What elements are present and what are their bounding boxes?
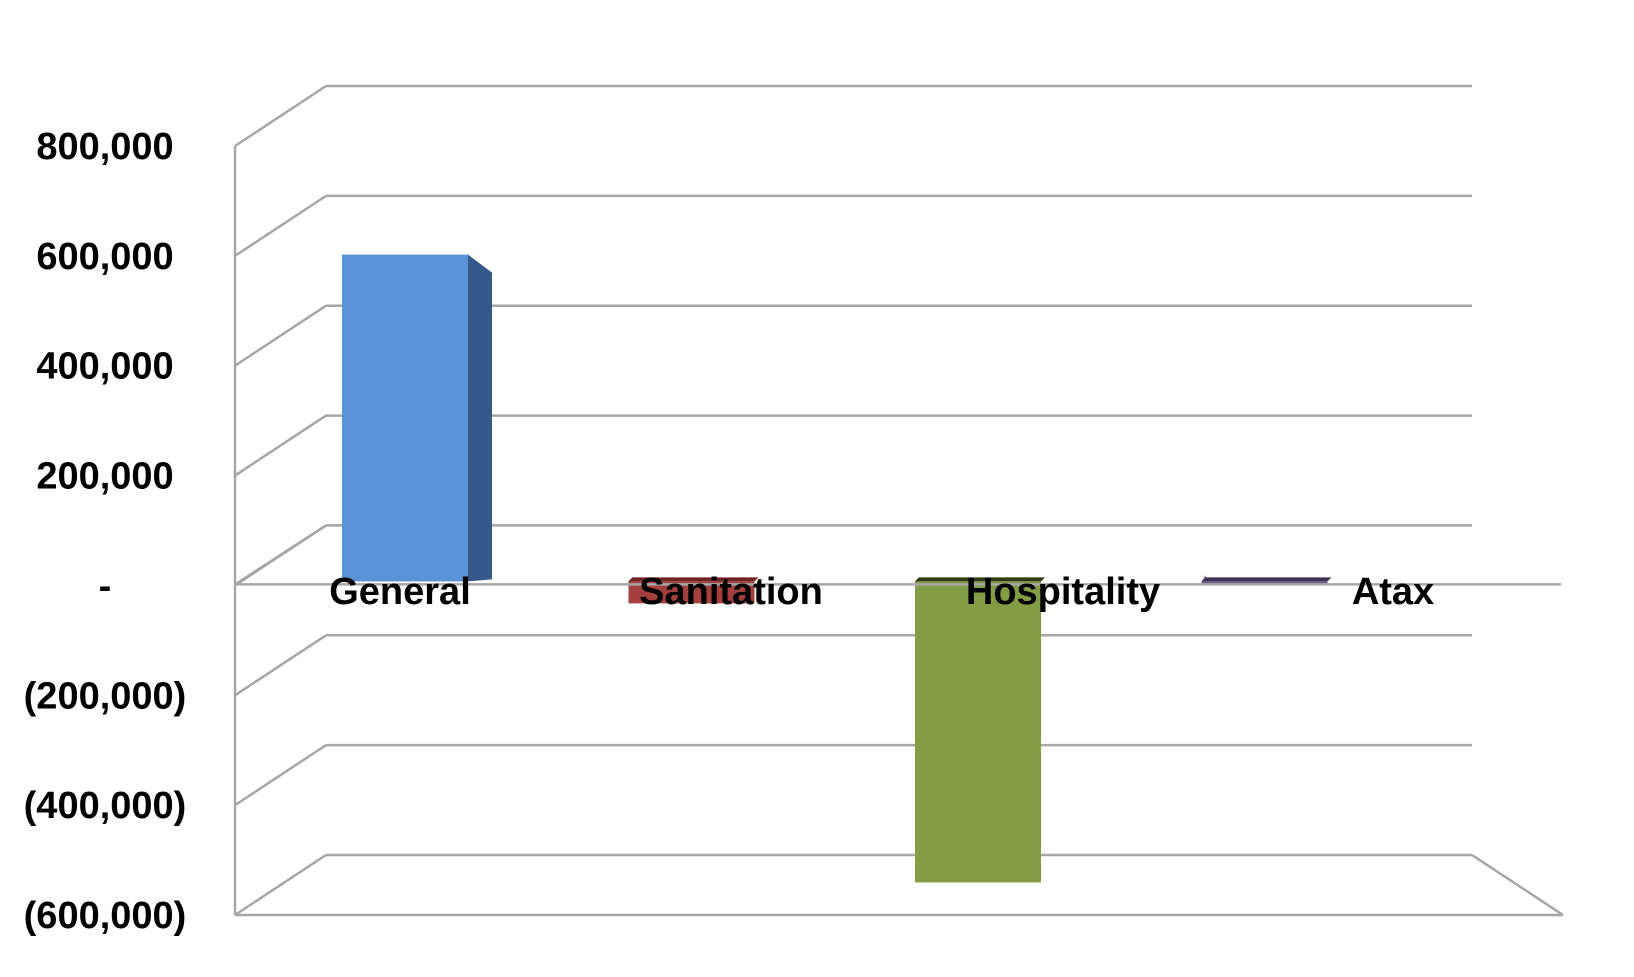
category-label: General	[329, 571, 471, 613]
gridline-side	[234, 524, 327, 586]
gridline-side	[234, 84, 327, 148]
y-tick-label: 200,000	[36, 456, 173, 498]
bar-front	[342, 254, 468, 582]
gridline-side	[234, 634, 327, 697]
gridline-side	[234, 304, 327, 367]
bar-atax	[1201, 575, 1332, 584]
y-tick-label: (600,000)	[24, 895, 187, 937]
gridline-side	[234, 744, 327, 807]
bar-front	[915, 581, 1041, 883]
bar-top	[915, 577, 1045, 582]
y-tick-label: 600,000	[36, 236, 173, 278]
bar-side	[468, 254, 492, 582]
y-tick-label: 800,000	[36, 126, 173, 168]
bar-general	[342, 254, 492, 582]
gridline-side	[234, 853, 327, 917]
y-tick-labels: 800,000 600,000 400,000 200,000 - (200,000) (4…	[24, 126, 187, 937]
y-tick-label: 400,000	[36, 346, 173, 388]
bar-side	[1201, 575, 1206, 584]
bar-hospitality	[915, 577, 1045, 883]
category-labels: General Sanitation Hospitality Atax	[329, 571, 1434, 613]
axes	[233, 146, 1564, 917]
gridlines	[234, 84, 1472, 917]
bar-top	[628, 577, 759, 582]
bar-front	[628, 581, 755, 604]
category-label: Hospitality	[966, 571, 1160, 613]
gridline-side	[234, 194, 327, 257]
y-tick-label: (400,000)	[24, 785, 187, 827]
bar-front	[1201, 581, 1328, 584]
bar-top	[1201, 577, 1332, 582]
gridline-side	[234, 414, 327, 477]
category-label: Atax	[1352, 571, 1434, 613]
category-label: Sanitation	[639, 571, 823, 613]
y-tick-label: -	[99, 565, 112, 607]
bars	[342, 254, 1332, 883]
floor-right-edge	[1471, 853, 1564, 917]
y-tick-label: (200,000)	[24, 675, 187, 717]
